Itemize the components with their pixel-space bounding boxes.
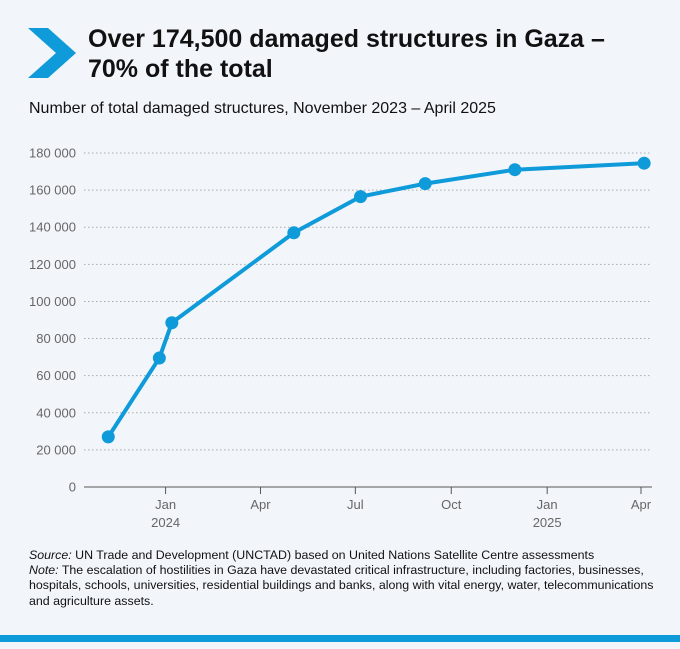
x-axis-labels: Jan 2024 Apr Jul Oct Jan 2025 Apr xyxy=(151,487,652,530)
chevron-arrow-icon xyxy=(28,28,76,78)
x-tick-label: Oct xyxy=(441,497,462,512)
x-tick-label: Jul xyxy=(347,497,364,512)
y-tick-label: 120 000 xyxy=(29,257,76,272)
y-tick-label: 100 000 xyxy=(29,294,76,309)
source-text: UN Trade and Development (UNCTAD) based … xyxy=(71,548,595,562)
data-point xyxy=(165,316,179,330)
x-tick-year-label: 2025 xyxy=(533,515,562,530)
data-point xyxy=(637,156,651,170)
page-title: Over 174,500 damaged structures in Gaza … xyxy=(88,25,605,83)
grid-lines xyxy=(84,152,652,488)
y-tick-label: 180 000 xyxy=(29,146,76,161)
series-line xyxy=(106,161,647,439)
data-point xyxy=(101,430,115,444)
footnote: Source: UN Trade and Development (UNCTAD… xyxy=(29,548,659,609)
data-point xyxy=(354,190,368,204)
x-tick-year-label: 2024 xyxy=(151,515,180,530)
note-label: Note: xyxy=(29,563,59,578)
y-tick-label: 80 000 xyxy=(36,331,76,346)
y-axis-labels: 0 20 000 40 000 60 000 80 000 100 000 120 000 1… xyxy=(29,146,76,495)
line-chart: 0 20 000 40 000 60 000 80 000 100 000 120 000 1… xyxy=(29,146,652,530)
data-point xyxy=(508,163,522,177)
y-tick-label: 40 000 xyxy=(36,405,76,420)
y-tick-label: 160 000 xyxy=(29,183,76,198)
y-tick-label: 20 000 xyxy=(36,442,76,457)
x-tick-label: Apr xyxy=(631,497,652,512)
y-tick-label: 140 000 xyxy=(29,220,76,235)
data-point xyxy=(418,177,432,191)
source-line: Source: UN Trade and Development (UNCTAD… xyxy=(29,548,659,563)
data-point xyxy=(152,351,166,365)
note-text: The escalation of hostilities in Gaza ha… xyxy=(29,563,654,608)
bottom-accent-bar xyxy=(0,635,680,642)
data-point xyxy=(287,226,301,240)
y-tick-label: 60 000 xyxy=(36,368,76,383)
chart-subtitle: Number of total damaged structures, Nove… xyxy=(29,100,496,117)
source-label: Source: xyxy=(29,548,72,562)
x-tick-label: Apr xyxy=(250,497,271,512)
data-series xyxy=(101,156,651,444)
note-line: Note: The escalation of hostilities in G… xyxy=(29,563,659,609)
x-tick-label: Jan xyxy=(155,497,176,512)
x-tick-label: Jan xyxy=(537,497,558,512)
y-tick-label: 0 xyxy=(69,480,76,495)
